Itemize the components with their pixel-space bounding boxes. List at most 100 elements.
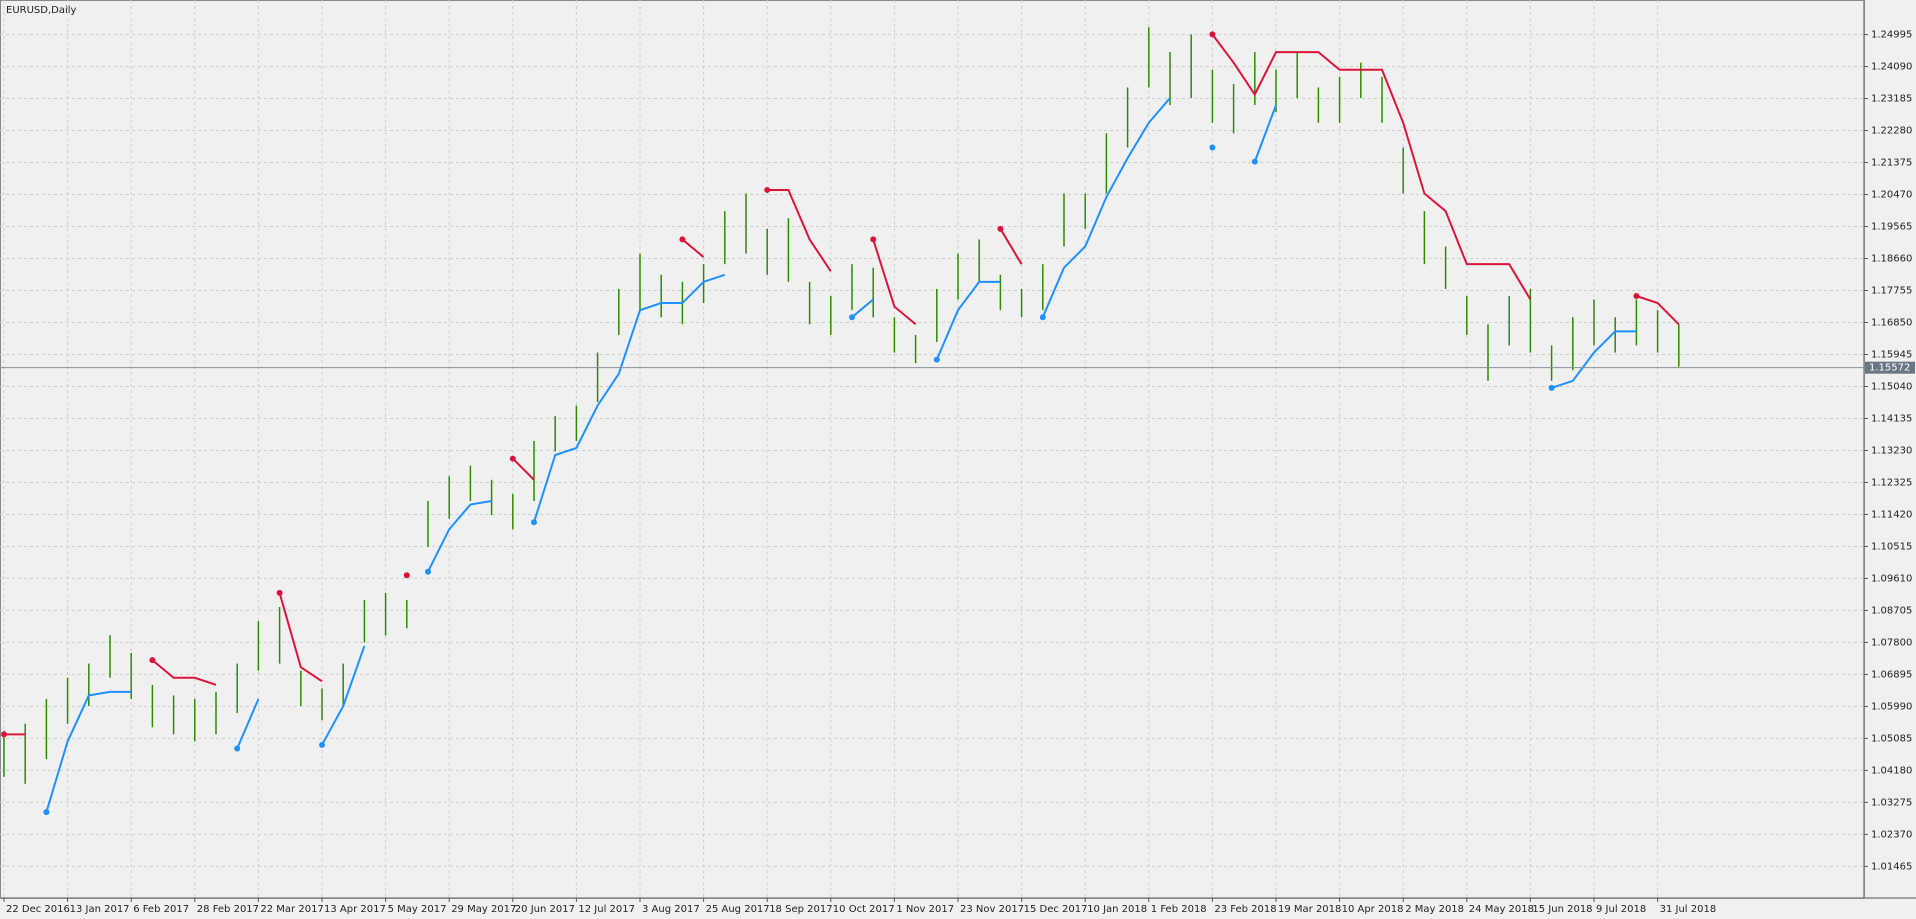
x-tick-label: 10 Oct 2017 <box>833 904 895 915</box>
x-tick-label: 23 Nov 2017 <box>960 904 1024 915</box>
signal-dot <box>1251 158 1258 165</box>
x-tick-label: 29 May 2017 <box>451 904 516 915</box>
indicator-line <box>278 592 323 683</box>
x-tick-label: 15 Jun 2018 <box>1532 904 1592 915</box>
indicator-line <box>1253 104 1277 163</box>
x-tick-label: 9 Jul 2018 <box>1596 904 1646 915</box>
x-tick-label: 10 Jan 2018 <box>1087 904 1147 915</box>
indicator-line <box>151 659 217 686</box>
y-tick-label: 1.01465 <box>1871 861 1912 872</box>
y-tick-label: 1.13230 <box>1871 445 1912 456</box>
y-tick-label: 1.14135 <box>1871 413 1912 424</box>
indicator-line <box>512 457 535 481</box>
indicator-line <box>935 280 1001 361</box>
indicator-line <box>321 645 366 746</box>
x-tick-label: 10 Apr 2018 <box>1342 904 1404 915</box>
y-tick-label: 1.15040 <box>1871 381 1912 392</box>
y-tick-label: 1.19565 <box>1871 222 1912 233</box>
y-tick-label: 1.02370 <box>1871 829 1912 840</box>
y-tick-label: 1.07800 <box>1871 637 1912 648</box>
indicator-line <box>533 273 726 523</box>
signal-dot <box>1209 144 1216 151</box>
x-tick-label: 31 Jul 2018 <box>1660 904 1717 915</box>
x-tick-label: 6 Feb 2017 <box>133 904 189 915</box>
signal-dot <box>870 236 877 243</box>
signal-dot <box>1209 31 1216 38</box>
y-tick-label: 1.22280 <box>1871 126 1912 137</box>
signal-dot <box>425 568 431 575</box>
signal-dot <box>933 356 940 363</box>
x-tick-label: 1 Feb 2018 <box>1151 904 1207 915</box>
y-tick-label: 1.06895 <box>1871 669 1912 680</box>
indicator-line <box>1041 97 1171 318</box>
x-tick-label: 3 Aug 2017 <box>642 904 700 915</box>
indicator-line <box>45 690 132 813</box>
y-tick-label: 1.20470 <box>1871 190 1912 201</box>
indicator-line <box>767 188 832 272</box>
current-price-label: 1.15572 <box>1869 363 1910 374</box>
current-price-box <box>1865 361 1915 374</box>
y-tick-label: 1.08705 <box>1871 605 1912 616</box>
y-tick-label: 1.23185 <box>1871 94 1912 105</box>
x-tick-label: 13 Apr 2017 <box>324 904 386 915</box>
x-tick-label: 20 Jun 2017 <box>515 904 575 915</box>
signal-dot <box>1 731 7 738</box>
x-tick-label: 12 Jul 2017 <box>578 904 635 915</box>
signal-dot <box>679 236 686 243</box>
signal-dot <box>319 741 325 748</box>
signal-dot <box>276 589 283 596</box>
indicator-line <box>236 698 260 749</box>
signal-dot <box>234 745 241 752</box>
x-tick-label: 19 Mar 2018 <box>1278 904 1341 915</box>
indicator-line <box>1636 295 1680 325</box>
signal-dot <box>849 314 855 321</box>
signal-dot <box>43 809 50 816</box>
x-tick-label: 1 Nov 2017 <box>896 904 954 915</box>
indicator-line <box>1551 330 1637 389</box>
x-tick-label: 28 Feb 2017 <box>197 904 259 915</box>
x-tick-label: 15 Dec 2017 <box>1024 904 1088 915</box>
y-tick-label: 1.24995 <box>1871 30 1912 41</box>
indicator-line <box>999 228 1023 265</box>
x-tick-label: 5 May 2017 <box>388 904 447 915</box>
border <box>0 0 1865 899</box>
indicator-line <box>1211 33 1532 301</box>
y-tick-label: 1.24090 <box>1871 62 1912 73</box>
signal-dot <box>531 519 537 526</box>
chart-title: EURUSD,Daily <box>6 5 77 16</box>
signal-dot <box>149 657 156 664</box>
signal-dot <box>1548 384 1555 391</box>
indicator-line <box>681 238 705 258</box>
x-tick-label: 23 Feb 2018 <box>1214 904 1276 915</box>
x-tick-label: 24 May 2018 <box>1469 904 1534 915</box>
x-tick-label: 22 Mar 2017 <box>260 904 323 915</box>
y-tick-label: 1.15945 <box>1871 349 1912 360</box>
signal-dot <box>997 225 1004 232</box>
signal-dot <box>764 186 771 193</box>
y-tick-label: 1.04180 <box>1871 765 1912 776</box>
y-tick-label: 1.10515 <box>1871 541 1912 552</box>
x-tick-label: 2 May 2018 <box>1405 904 1464 915</box>
indicator-line <box>872 239 917 326</box>
x-tick-label: 25 Aug 2017 <box>706 904 770 915</box>
y-tick-label: 1.05990 <box>1871 701 1912 712</box>
signal-dot <box>509 455 516 462</box>
indicator-line <box>851 298 874 318</box>
signal-dot <box>1039 314 1046 321</box>
signal-dot <box>1633 292 1640 299</box>
signal-dot <box>403 572 410 579</box>
y-tick-label: 1.05085 <box>1871 733 1912 744</box>
x-tick-label: 18 Sep 2017 <box>769 904 832 915</box>
y-tick-label: 1.18660 <box>1871 254 1912 265</box>
y-tick-label: 1.12325 <box>1871 477 1912 488</box>
y-tick-label: 1.11420 <box>1871 509 1912 520</box>
indicator-line <box>427 500 492 573</box>
y-tick-label: 1.03275 <box>1871 797 1912 808</box>
x-tick-label: 22 Dec 2016 <box>6 904 70 915</box>
y-tick-label: 1.17755 <box>1871 286 1912 297</box>
y-tick-label: 1.21375 <box>1871 158 1912 169</box>
x-tick-label: 13 Jan 2017 <box>70 904 130 915</box>
